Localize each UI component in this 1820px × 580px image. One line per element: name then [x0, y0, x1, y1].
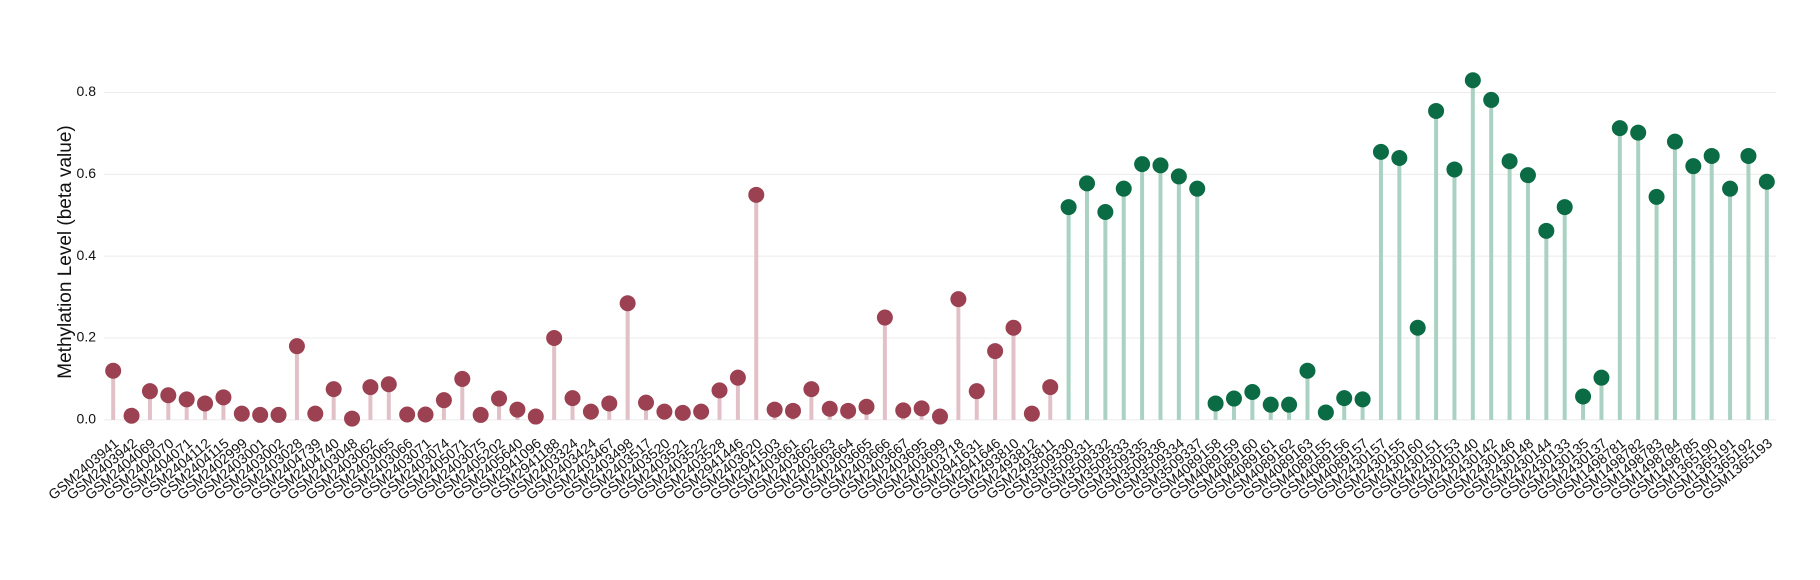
dot [1538, 222, 1555, 239]
dot [1336, 390, 1353, 407]
dot [1170, 168, 1187, 185]
dot [785, 402, 802, 419]
dot [1372, 143, 1389, 160]
dot [435, 392, 452, 409]
dot [619, 295, 636, 312]
dot [454, 370, 471, 387]
dot [1078, 175, 1095, 192]
dot [1409, 319, 1426, 336]
dot [895, 402, 912, 419]
dot [215, 389, 232, 406]
dot [1648, 188, 1665, 205]
y-tick-label: 0.2 [77, 329, 97, 345]
dot [1464, 72, 1481, 89]
y-tick-label: 0.0 [77, 411, 97, 427]
dot [1299, 362, 1316, 379]
dot [233, 405, 250, 422]
dot [178, 391, 195, 408]
dot [1115, 180, 1132, 197]
dot [803, 381, 820, 398]
dot [362, 379, 379, 396]
dot [711, 382, 728, 399]
dot [1446, 161, 1463, 178]
dot [141, 383, 158, 400]
y-tick-label: 0.4 [77, 247, 97, 263]
dot [858, 398, 875, 415]
dot [105, 362, 122, 379]
dot [968, 383, 985, 400]
dot [1152, 157, 1169, 174]
dot [638, 394, 655, 411]
dot [380, 376, 397, 393]
dot [564, 390, 581, 407]
dot [509, 401, 526, 418]
dot [1023, 405, 1040, 422]
dot [417, 406, 434, 423]
dot [399, 406, 416, 423]
dot [674, 404, 691, 421]
dot [1611, 120, 1628, 137]
dot [1703, 147, 1720, 164]
dot [1428, 102, 1445, 119]
dot [288, 338, 305, 355]
dot [876, 309, 893, 326]
dot [1225, 390, 1242, 407]
dot [748, 186, 765, 203]
dot [546, 330, 563, 346]
dot [1666, 133, 1683, 150]
dot [252, 406, 269, 423]
dot [1060, 199, 1077, 216]
dot [1354, 391, 1371, 408]
y-tick-label: 0.8 [77, 83, 97, 99]
dot [987, 343, 1004, 360]
dot [950, 291, 967, 308]
dot [693, 403, 710, 420]
y-axis-label: Methylation Level (beta value) [55, 125, 76, 378]
dot [160, 387, 177, 404]
dot [1722, 180, 1739, 197]
dot [840, 402, 857, 419]
dot [472, 406, 489, 423]
dot [1207, 395, 1224, 412]
dot [1740, 147, 1757, 164]
dot [1556, 199, 1573, 216]
dot [197, 395, 214, 412]
dot [932, 408, 948, 425]
dot [1134, 156, 1151, 173]
dot [601, 395, 618, 412]
dot [1685, 158, 1702, 175]
dot [1483, 91, 1500, 108]
dot [913, 400, 930, 417]
dot [656, 403, 673, 420]
dot [729, 369, 746, 386]
dot [1042, 379, 1059, 396]
dot [344, 410, 361, 427]
y-tick-label: 0.6 [77, 165, 97, 181]
dot [123, 407, 140, 424]
dot [307, 405, 324, 422]
dot [325, 381, 342, 398]
dot [1005, 319, 1022, 336]
dot [1097, 204, 1114, 220]
dot [1575, 388, 1592, 405]
dot [1758, 173, 1775, 190]
dot [1501, 153, 1518, 170]
dot [1317, 404, 1334, 421]
dot [1593, 369, 1610, 386]
dot [766, 401, 783, 418]
dot [1281, 396, 1298, 413]
dot [1630, 124, 1647, 141]
dot [491, 390, 508, 407]
dot [1189, 180, 1206, 197]
dot [1519, 167, 1536, 184]
dot [270, 406, 287, 423]
dot [1262, 396, 1279, 413]
dot [527, 408, 544, 425]
dot [821, 400, 838, 417]
dot [1391, 150, 1408, 166]
dot [582, 403, 599, 420]
dot [1244, 384, 1261, 400]
